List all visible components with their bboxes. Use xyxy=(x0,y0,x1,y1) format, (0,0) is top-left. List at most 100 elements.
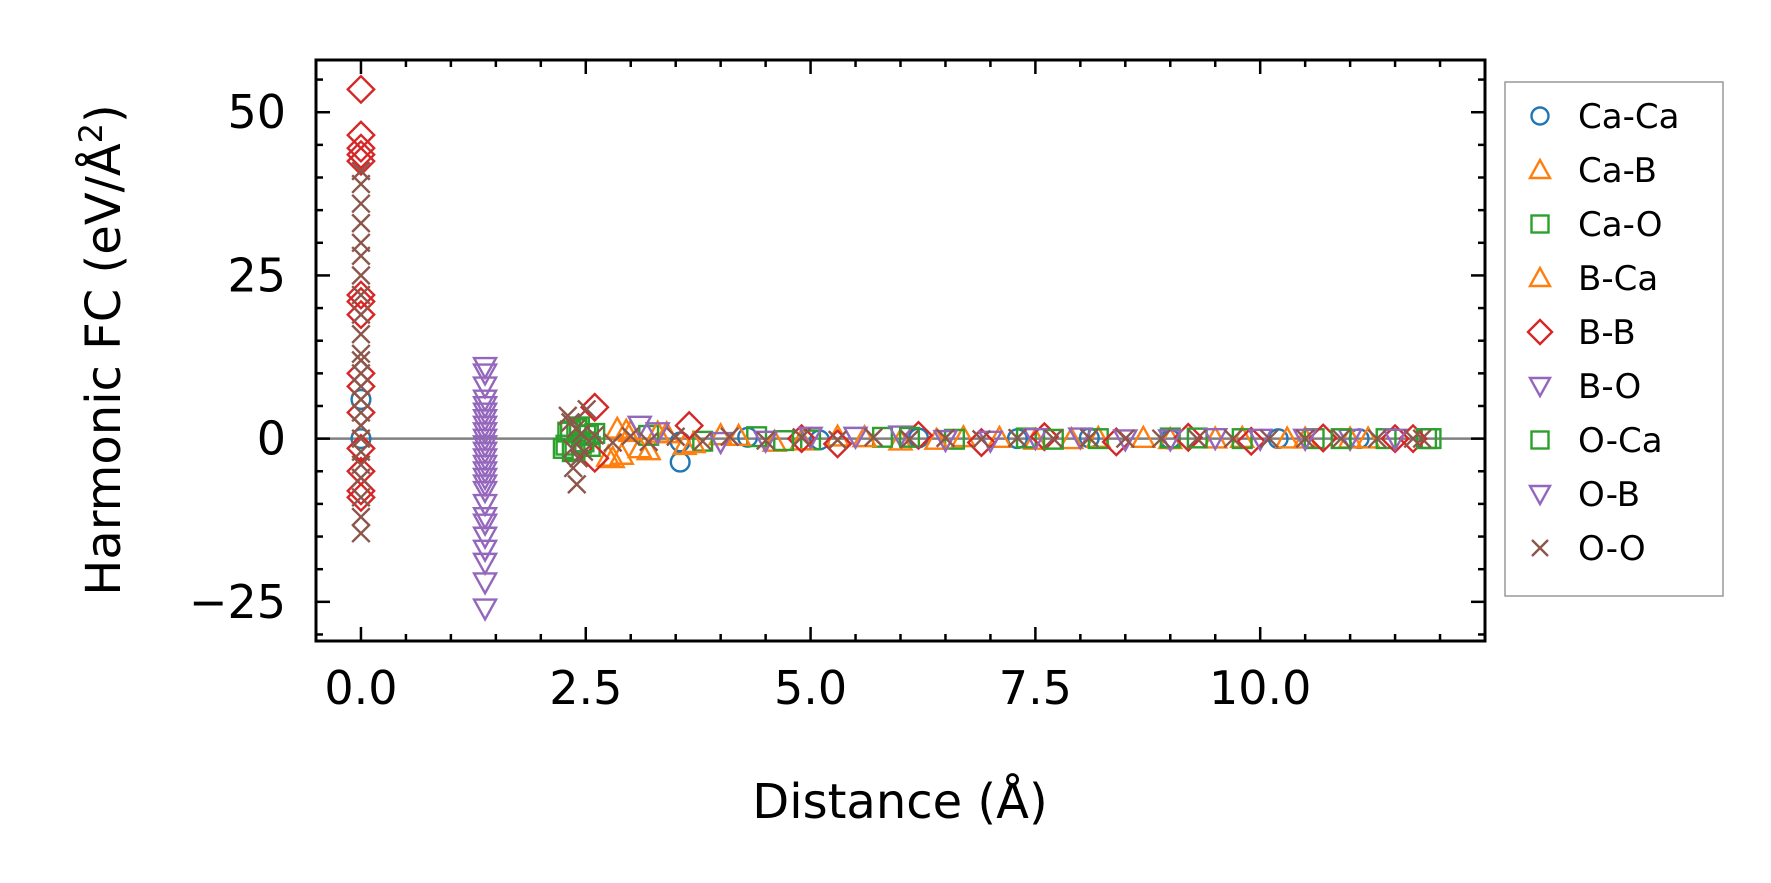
data-point xyxy=(1295,428,1315,449)
legend: Ca-Ca Ca-B Ca-O B-Ca B-B B-O O-Ca O-B O-O xyxy=(1504,81,1724,597)
legend-item-ca-ca: Ca-Ca xyxy=(1530,97,1679,137)
data-point xyxy=(1186,427,1208,449)
data-point xyxy=(472,526,499,551)
data-point xyxy=(472,363,499,387)
legend-label: Ca-B xyxy=(1578,151,1657,191)
data-point xyxy=(577,399,597,419)
data-point xyxy=(635,436,662,461)
data-point xyxy=(558,406,578,426)
data-point xyxy=(351,174,371,194)
data-point xyxy=(971,429,992,449)
data-point xyxy=(351,468,371,488)
legend-marker xyxy=(1527,376,1553,399)
data-point xyxy=(346,299,376,330)
x-tick-label: 2.5 xyxy=(549,661,622,715)
data-point xyxy=(1043,428,1064,449)
y-tick-label: 25 xyxy=(227,248,286,302)
data-point xyxy=(1042,428,1064,450)
data-point xyxy=(346,280,376,310)
data-point xyxy=(1367,428,1387,449)
data-point xyxy=(1022,427,1049,452)
data-point xyxy=(1274,425,1301,449)
data-point xyxy=(472,395,499,420)
data-point xyxy=(1331,428,1351,449)
data-point xyxy=(603,432,623,453)
data-point xyxy=(350,388,372,411)
plot-frame xyxy=(314,58,1487,643)
data-point xyxy=(472,513,499,537)
legend-item-b-b: B-B xyxy=(1526,313,1636,353)
data-point xyxy=(1403,428,1423,449)
legend-item-o-ca: O-Ca xyxy=(1530,421,1663,461)
data-point xyxy=(1247,428,1274,453)
data-point xyxy=(822,428,853,459)
data-point xyxy=(626,434,653,459)
data-point xyxy=(1187,428,1207,449)
data-point xyxy=(719,427,740,447)
data-point xyxy=(472,506,499,531)
x-tick-label: 5.0 xyxy=(774,661,847,715)
plot-background xyxy=(316,60,1485,641)
data-point xyxy=(472,552,499,577)
legend-label: B-B xyxy=(1578,313,1636,353)
data-point xyxy=(707,431,734,456)
data-point xyxy=(1112,429,1139,453)
data-point xyxy=(1151,428,1171,449)
legend-label: Ca-O xyxy=(1578,205,1663,245)
data-point xyxy=(579,392,610,423)
legend-marker xyxy=(1530,106,1550,126)
data-point xyxy=(608,441,635,465)
legend-item-ca-o: Ca-O xyxy=(1530,205,1663,245)
data-point xyxy=(1415,428,1438,450)
data-points xyxy=(346,74,1442,622)
data-point xyxy=(472,402,499,426)
data-point xyxy=(351,507,371,527)
axis-ticks: 0.0 2.5 5.0 7.5 10.0 −25 0 25 50 xyxy=(189,60,1487,715)
x-tick-label: 0.0 xyxy=(324,661,397,715)
x-tick-label: 7.5 xyxy=(999,661,1072,715)
data-point xyxy=(626,415,653,440)
legend-frame xyxy=(1504,81,1724,597)
data-point xyxy=(562,438,582,459)
data-point xyxy=(1130,424,1157,448)
data-point xyxy=(1223,428,1243,449)
data-point xyxy=(666,427,686,447)
data-point xyxy=(899,429,920,449)
data-point xyxy=(346,74,376,105)
data-point xyxy=(1355,425,1382,449)
legend-marker xyxy=(1527,265,1553,288)
y-tick-label: −25 xyxy=(189,575,286,629)
data-point xyxy=(1202,427,1229,452)
data-point xyxy=(351,213,371,233)
series-b-ca xyxy=(595,417,1364,467)
data-point xyxy=(1058,425,1085,450)
data-point xyxy=(898,426,921,448)
data-point xyxy=(351,304,371,325)
data-point xyxy=(351,487,371,508)
legend-label: Ca-Ca xyxy=(1578,97,1679,137)
data-point xyxy=(351,523,371,543)
data-point xyxy=(567,474,587,494)
data-point xyxy=(887,427,914,451)
data-point xyxy=(472,409,499,433)
data-point xyxy=(585,425,605,446)
legend-marker xyxy=(1526,318,1554,346)
data-point xyxy=(472,598,499,622)
data-point xyxy=(1292,428,1319,453)
data-point xyxy=(472,572,499,596)
x-axis-label: Distance (Å) xyxy=(752,773,1047,830)
data-point xyxy=(966,427,997,458)
legend-marker xyxy=(1530,214,1550,234)
data-point xyxy=(621,426,641,446)
data-point xyxy=(773,430,795,452)
data-point xyxy=(346,133,376,164)
legend-label: B-O xyxy=(1578,367,1641,407)
x-tick-label: 10.0 xyxy=(1209,661,1311,715)
data-point xyxy=(1259,428,1279,449)
data-point xyxy=(472,389,499,413)
data-point xyxy=(350,428,372,450)
data-point xyxy=(595,443,622,467)
data-point xyxy=(472,539,499,564)
legend-item-o-b: O-B xyxy=(1527,475,1640,515)
